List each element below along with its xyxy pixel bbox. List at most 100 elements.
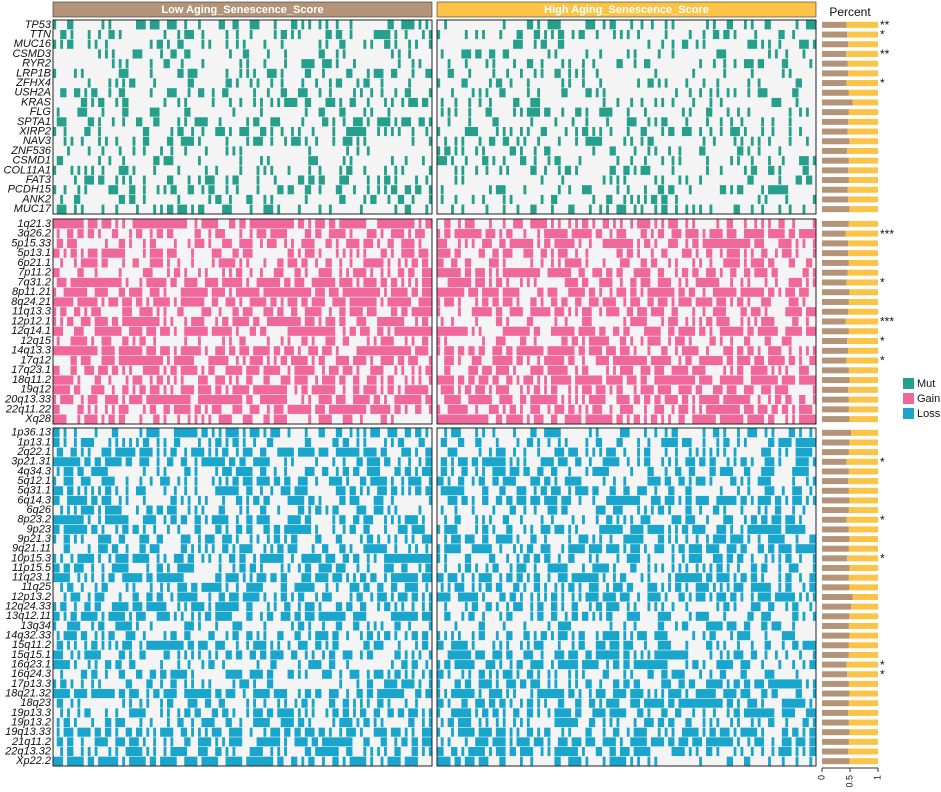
heatmap-cell xyxy=(650,495,661,505)
heatmap-cell xyxy=(661,127,665,137)
heatmap-cell xyxy=(204,165,208,175)
heatmap-cell xyxy=(461,204,465,214)
heatmap-cell xyxy=(146,346,157,356)
heatmap-cell xyxy=(509,127,513,137)
heatmap-cell xyxy=(394,466,401,476)
heatmap-cell xyxy=(377,582,384,592)
heatmap-cell xyxy=(585,404,589,414)
heatmap-cell xyxy=(132,49,143,59)
heatmap-cell xyxy=(280,68,284,78)
heatmap-cell xyxy=(575,457,582,467)
heatmap-cell xyxy=(328,698,336,708)
heatmap-cell xyxy=(726,582,730,592)
heatmap-cell xyxy=(418,505,422,515)
heatmap-cell xyxy=(291,756,298,766)
heatmap-cell xyxy=(349,248,353,258)
heatmap-cell xyxy=(215,746,222,757)
heatmap-cell xyxy=(239,59,243,69)
heatmap-cell xyxy=(325,316,336,327)
heatmap-cell xyxy=(526,708,534,718)
heatmap-cell xyxy=(332,708,339,718)
heatmap-cell xyxy=(723,611,727,621)
heatmap-cell xyxy=(650,229,654,239)
heatmap-cell xyxy=(788,563,799,573)
heatmap-cell xyxy=(390,727,401,737)
heatmap-cell xyxy=(771,404,778,414)
heatmap-cell xyxy=(208,650,212,660)
heatmap-cell xyxy=(322,466,329,476)
heatmap-cell xyxy=(280,611,291,621)
heatmap-cell xyxy=(404,204,412,214)
heatmap-cell xyxy=(315,640,322,650)
heatmap-cell xyxy=(63,127,67,137)
heatmap-cell xyxy=(53,404,60,414)
heatmap-cell xyxy=(139,385,146,395)
heatmap-cell xyxy=(77,573,81,583)
heatmap-cell xyxy=(516,204,520,214)
heatmap-cell xyxy=(540,194,544,204)
heatmap-cell xyxy=(70,355,77,366)
heatmap-cell xyxy=(778,287,782,297)
heatmap-cell xyxy=(318,175,325,185)
heatmap-cell xyxy=(253,679,256,689)
heatmap-cell xyxy=(218,476,222,486)
heatmap-cell xyxy=(437,127,441,137)
heatmap-cell xyxy=(125,277,129,288)
heatmap-cell xyxy=(415,277,418,288)
percent-bar-low xyxy=(822,680,849,687)
heatmap-cell xyxy=(644,505,647,515)
heatmap-cell xyxy=(428,375,432,385)
heatmap-cell xyxy=(695,746,699,757)
heatmap-cell xyxy=(623,515,627,525)
heatmap-cell xyxy=(421,258,429,268)
heatmap-cell xyxy=(502,136,510,146)
heatmap-cell xyxy=(630,316,647,327)
heatmap-cell xyxy=(304,650,308,660)
row-label: Xp22.2 xyxy=(15,755,51,767)
heatmap-cell xyxy=(743,127,747,137)
heatmap-cell xyxy=(761,316,775,327)
heatmap-cell xyxy=(115,97,119,107)
heatmap-cell xyxy=(311,336,315,346)
heatmap-cell xyxy=(647,287,675,297)
heatmap-cell xyxy=(253,718,270,728)
heatmap-cell xyxy=(56,117,67,127)
heatmap-cell xyxy=(547,563,568,573)
heatmap-cell xyxy=(585,650,592,660)
heatmap-cell xyxy=(418,365,422,375)
heatmap-cell xyxy=(640,229,647,239)
row-label: 7q31.2 xyxy=(17,276,51,288)
row-label: USH2A xyxy=(14,87,51,99)
heatmap-cell xyxy=(349,229,353,239)
heatmap-cell xyxy=(740,573,747,583)
heatmap-cell xyxy=(170,385,174,395)
heatmap-cell xyxy=(411,592,418,602)
heatmap-cell xyxy=(764,336,771,346)
heatmap-cell xyxy=(163,307,167,317)
heatmap-cell xyxy=(685,277,689,288)
percent-bar-low xyxy=(822,661,847,668)
heatmap-cell xyxy=(557,248,568,258)
heatmap-cell xyxy=(561,297,568,307)
heatmap-cell xyxy=(211,515,229,525)
heatmap-cell xyxy=(495,718,499,728)
heatmap-cell xyxy=(482,708,489,718)
percent-bar-high xyxy=(849,613,878,620)
heatmap-cell xyxy=(390,495,394,505)
heatmap-cell xyxy=(297,669,301,679)
heatmap-cell xyxy=(637,447,640,457)
percent-bar-low xyxy=(822,118,849,125)
row-label: 1p13.1 xyxy=(17,436,51,448)
percent-bar-low xyxy=(822,449,849,456)
heatmap-cell xyxy=(370,365,384,375)
heatmap-cell xyxy=(287,326,336,336)
heatmap-cell xyxy=(488,404,499,414)
heatmap-cell xyxy=(478,88,482,98)
heatmap-cell xyxy=(544,165,547,175)
heatmap-cell xyxy=(87,219,98,229)
heatmap-cell xyxy=(256,737,281,747)
heatmap-cell xyxy=(370,194,377,204)
heatmap-cell xyxy=(353,355,367,366)
heatmap-cell xyxy=(661,204,668,214)
heatmap-cell xyxy=(328,404,367,414)
